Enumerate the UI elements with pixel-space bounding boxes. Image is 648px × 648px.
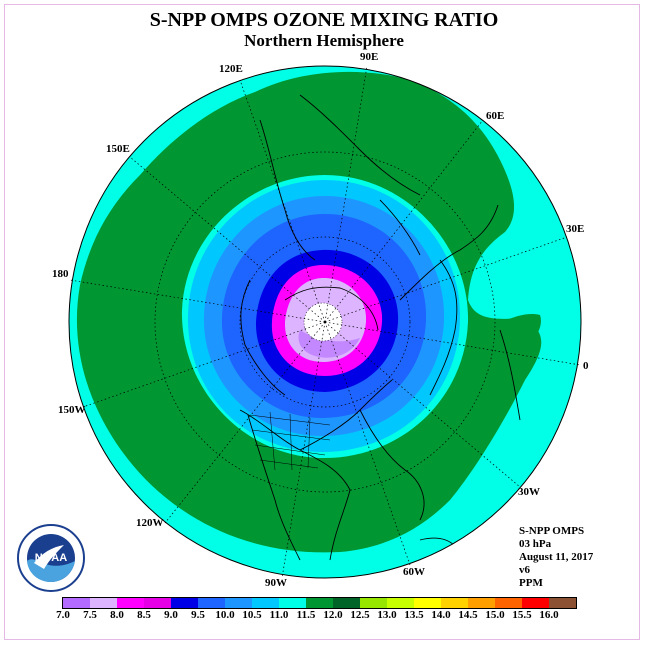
colorbar-tick-label: 11.0 — [269, 609, 289, 621]
colorbar-tick-label: 11.5 — [296, 609, 316, 621]
colorbar-tick-label: 15.5 — [512, 609, 532, 621]
field-11-5-ring — [76, 71, 542, 553]
colorbar-swatch-12 — [387, 598, 414, 608]
colorbar-swatch-5 — [198, 598, 225, 608]
lon-label-120w: 120W — [136, 517, 164, 529]
info-level: 03 hPa — [519, 538, 552, 550]
lon-label-30e: 30E — [566, 223, 585, 235]
colorbar-tick-label: 13.0 — [377, 609, 397, 621]
colorbar-swatch-8 — [279, 598, 306, 608]
colorbar-swatch-13 — [414, 598, 441, 608]
colorbar-tick-label: 10.5 — [242, 609, 262, 621]
lon-label-90e: 90E — [360, 51, 379, 63]
colorbar-swatch-0 — [63, 598, 90, 608]
colorbar — [62, 597, 577, 609]
colorbar-swatch-3 — [144, 598, 171, 608]
colorbar-swatch-9 — [306, 598, 333, 608]
noaa-logo-text: NOAA — [35, 552, 67, 564]
info-date: August 11, 2017 — [519, 551, 594, 563]
colorbar-tick-label: 8.5 — [137, 609, 151, 621]
lon-label-150w: 150W — [58, 404, 86, 416]
colorbar-tick-label: 13.5 — [404, 609, 424, 621]
colorbar-tick-label: 9.5 — [191, 609, 205, 621]
page-subtitle: Northern Hemisphere — [244, 31, 404, 50]
colorbar-swatch-11 — [360, 598, 387, 608]
lon-label-120e: 120E — [219, 63, 243, 75]
colorbar-swatch-16 — [495, 598, 522, 608]
colorbar-swatch-7 — [252, 598, 279, 608]
colorbar-swatch-1 — [90, 598, 117, 608]
lon-label-60e: 60E — [486, 110, 505, 122]
lon-label-0: 0 — [583, 360, 589, 372]
colorbar-tick-label: 7.5 — [83, 609, 97, 621]
colorbar-tick-label: 14.5 — [458, 609, 478, 621]
colorbar-swatch-18 — [549, 598, 576, 608]
lon-label-150e: 150E — [106, 143, 130, 155]
colorbar-swatch-17 — [522, 598, 549, 608]
colorbar-labels: 7.0 7.5 8.0 8.5 9.0 9.5 10.0 10.5 11.0 11.5 12.0 12… — [48, 609, 608, 623]
info-block: S-NPP OMPS 03 hPa August 11, 2017 v6 PPM — [519, 525, 593, 590]
colorbar-tick-label: 16.0 — [539, 609, 559, 621]
lon-label-90w: 90W — [265, 577, 287, 589]
page-title: S-NPP OMPS OZONE MIXING RATIO — [149, 9, 499, 31]
lon-label-180: 180 — [52, 268, 69, 280]
colorbar-swatch-14 — [441, 598, 468, 608]
colorbar-swatch-10 — [333, 598, 360, 608]
colorbar-tick-label: 15.0 — [485, 609, 505, 621]
map-border — [68, 65, 582, 579]
colorbar-swatch-15 — [468, 598, 495, 608]
lon-label-30w: 30W — [518, 486, 540, 498]
colorbar-swatch-6 — [225, 598, 252, 608]
graticule — [69, 65, 581, 579]
colorbar-tick-label: 12.0 — [323, 609, 343, 621]
colorbar-swatch-4 — [171, 598, 198, 608]
state-boundaries — [249, 411, 331, 471]
page-frame — [4, 4, 640, 640]
colorbar-tick-label: 14.0 — [431, 609, 451, 621]
field-11-5-arm — [450, 314, 541, 455]
noaa-logo: NOAA — [17, 524, 85, 592]
colorbar-tick-label: 8.0 — [110, 609, 124, 621]
info-instrument: S-NPP OMPS — [519, 525, 585, 537]
colorbar-tick-label: 9.0 — [164, 609, 178, 621]
colorbar-tick-label: 12.5 — [350, 609, 370, 621]
colorbar-tick-label: 7.0 — [56, 609, 70, 621]
lon-label-60w: 60W — [403, 566, 425, 578]
colorbar-tick-label: 10.0 — [215, 609, 235, 621]
info-version: v6 — [519, 564, 530, 576]
info-units: PPM — [519, 577, 543, 589]
colorbar-swatch-2 — [117, 598, 144, 608]
